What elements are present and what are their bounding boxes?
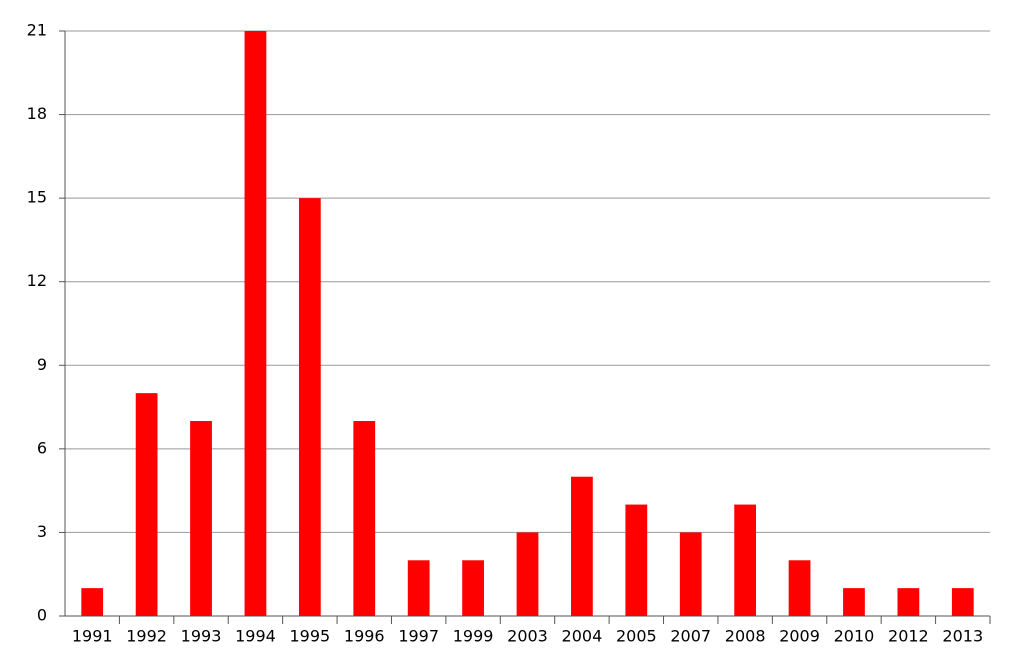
bar (244, 31, 267, 616)
bar (516, 532, 539, 616)
bar (353, 421, 376, 616)
x-tick-label: 1991 (72, 627, 113, 646)
bar (571, 476, 593, 616)
bar (462, 560, 484, 616)
x-tick-label: 1999 (453, 627, 494, 646)
y-tick-label: 12 (27, 271, 47, 290)
y-tick-label: 21 (27, 21, 47, 40)
y-tick-label: 9 (37, 355, 47, 374)
bar (734, 504, 757, 616)
bar (407, 560, 430, 616)
y-tick-label: 6 (37, 438, 47, 457)
y-tick-label: 3 (37, 522, 47, 541)
bar (679, 532, 702, 616)
bar (788, 560, 811, 616)
x-tick-label: 2012 (888, 627, 929, 646)
y-tick-label: 0 (37, 606, 47, 625)
y-tick-label: 18 (27, 104, 47, 123)
x-tick-label: 2008 (725, 627, 766, 646)
bar (298, 198, 321, 616)
x-tick-label: 2007 (670, 627, 711, 646)
bar (897, 588, 920, 616)
x-tick-label: 2009 (779, 627, 820, 646)
bar (625, 504, 648, 616)
x-tick-label: 1994 (235, 627, 276, 646)
bar (135, 393, 158, 616)
x-tick-label: 1997 (398, 627, 439, 646)
bar (190, 421, 212, 616)
x-tick-label: 2013 (942, 627, 983, 646)
x-tick-label: 2004 (562, 627, 603, 646)
x-tick-label: 1992 (126, 627, 167, 646)
y-tick-label: 15 (27, 188, 47, 207)
bar (951, 588, 974, 616)
bar (843, 588, 865, 616)
x-tick-label: 1993 (181, 627, 222, 646)
x-tick-label: 2010 (834, 627, 875, 646)
x-tick-label: 1995 (289, 627, 330, 646)
bar (81, 588, 104, 616)
x-tick-label: 1996 (344, 627, 385, 646)
x-tick-label: 2003 (507, 627, 548, 646)
x-tick-label: 2005 (616, 627, 657, 646)
